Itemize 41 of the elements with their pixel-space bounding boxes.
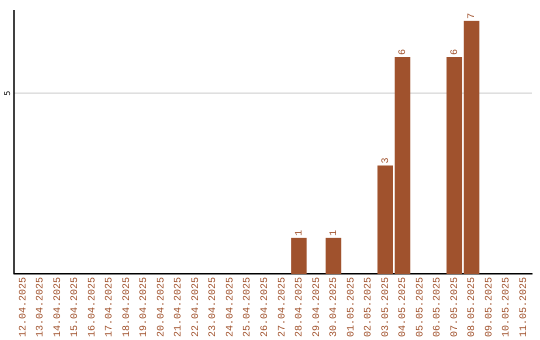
data-label: 6	[450, 48, 461, 56]
ref-line-label: 5	[3, 90, 12, 96]
x-tick-label: 11.05.2025	[519, 276, 530, 338]
data-label: 1	[294, 230, 306, 236]
x-tick-label: 23.04.2025	[208, 276, 220, 338]
x-tick-label: 19.04.2025	[139, 276, 150, 338]
bar	[326, 238, 342, 274]
x-tick-label: 02.05.2025	[364, 276, 375, 338]
x-tick-label: 06.05.2025	[432, 276, 444, 338]
x-tick-label: 24.04.2025	[225, 276, 236, 338]
bar	[291, 238, 307, 274]
x-tick-label: 26.04.2025	[260, 276, 272, 338]
data-label: 1	[329, 230, 340, 236]
x-tick-label: 30.04.2025	[329, 276, 340, 338]
x-tick-label: 25.04.2025	[242, 276, 254, 338]
x-tick-label: 18.04.2025	[122, 276, 133, 338]
x-tick-label: 14.04.2025	[52, 276, 64, 338]
x-tick-label: 27.04.2025	[277, 276, 288, 338]
x-tick-label: 10.05.2025	[502, 276, 513, 338]
data-label: 3	[380, 157, 392, 164]
x-tick-label: 16.04.2025	[87, 276, 98, 338]
x-tick-label: 20.04.2025	[156, 276, 168, 338]
data-label: 7	[467, 12, 478, 19]
x-tick-label: 03.05.2025	[380, 276, 392, 338]
x-tick-label: 07.05.2025	[450, 276, 461, 338]
x-tick-label: 04.05.2025	[398, 276, 410, 338]
x-tick-label: 13.04.2025	[36, 276, 47, 338]
x-tick-label: 05.05.2025	[415, 276, 426, 338]
x-tick-label: 17.04.2025	[104, 276, 116, 338]
x-tick-label: 08.05.2025	[467, 276, 478, 338]
bar	[464, 20, 480, 274]
x-tick-label: 15.04.2025	[70, 276, 82, 338]
x-tick-label: 28.04.2025	[294, 276, 306, 338]
data-label: 6	[398, 48, 410, 56]
x-tick-label: 12.04.2025	[18, 276, 30, 338]
x-tick-label: 29.04.2025	[312, 276, 323, 338]
x-tick-label: 09.05.2025	[484, 276, 496, 338]
bar	[446, 57, 462, 274]
x-tick-label: 01.05.2025	[346, 276, 358, 338]
x-tick-label: 21.04.2025	[174, 276, 185, 338]
x-tick-label: 22.04.2025	[190, 276, 202, 338]
